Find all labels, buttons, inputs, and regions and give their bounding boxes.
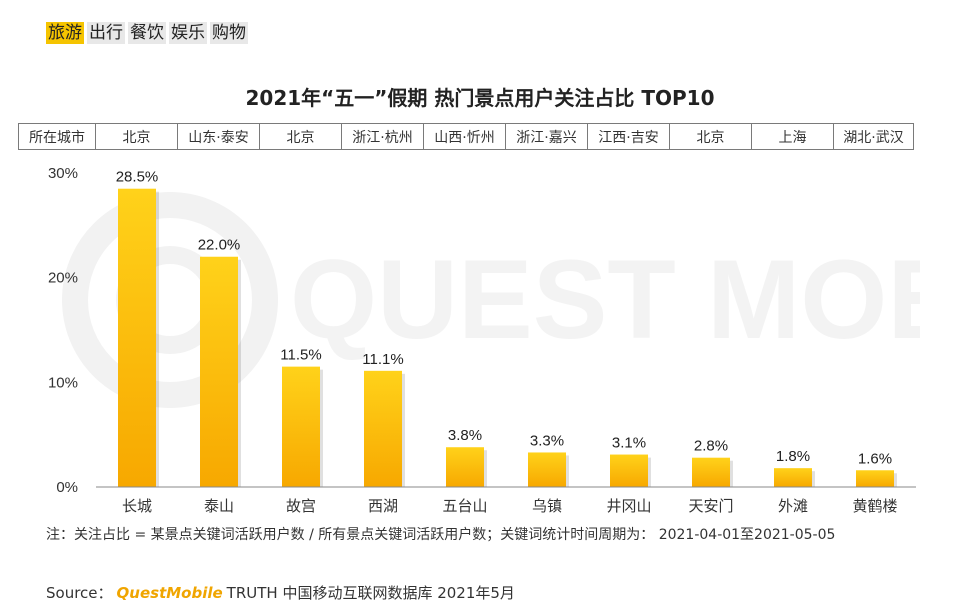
source-prefix: Source： — [46, 584, 113, 602]
city-cell-8: 北京 — [669, 124, 751, 149]
data-label: 1.6% — [858, 450, 892, 467]
footnote: 注：关注占比 = 某景点关键词活跃用户数 / 所有景点关键词活跃用户数；关键词统… — [46, 527, 836, 543]
x-axis: 长城 泰山 故宫 西湖 五台山 乌镇 井冈山 天安门 外滩 黄鹤楼 — [96, 486, 916, 515]
data-label: 3.3% — [530, 432, 564, 449]
x-tick-label: 长城 — [122, 497, 152, 515]
data-label: 11.1% — [362, 351, 403, 368]
city-cell-6: 浙江·嘉兴 — [505, 124, 587, 149]
x-tick-label: 天安门 — [688, 497, 733, 515]
data-label: 3.1% — [612, 435, 646, 452]
bar — [610, 454, 648, 487]
bar — [364, 370, 402, 487]
tab-dining[interactable]: 餐饮 — [128, 22, 166, 44]
source-line: Source： QuestMobile TRUTH 中国移动互联网数据库 202… — [46, 582, 515, 603]
x-tick-label: 井冈山 — [606, 497, 651, 515]
tab-transport[interactable]: 出行 — [87, 22, 125, 44]
city-table: 所在城市 北京 山东·泰安 北京 浙江·杭州 山西·忻州 浙江·嘉兴 江西·吉安… — [18, 123, 914, 150]
bar — [200, 256, 238, 487]
city-cell-10: 湖北·武汉 — [833, 124, 913, 149]
tab-travel[interactable]: 旅游 — [46, 22, 84, 44]
city-cell-3: 北京 — [259, 124, 341, 149]
city-cell-4: 浙江·杭州 — [341, 124, 423, 149]
city-cell-5: 山西·忻州 — [423, 124, 505, 149]
tab-entertainment[interactable]: 娱乐 — [169, 22, 207, 44]
x-tick-label: 黄鹤楼 — [852, 497, 897, 515]
data-label: 28.5% — [116, 169, 159, 186]
chart-title: 2021年“五一”假期 热门景点用户关注占比 TOP10 — [245, 86, 715, 110]
bar — [446, 447, 484, 487]
bars: 28.5% 22.0% 11.5% 11.1% 3.8% 3.3% 3.1% 2.8% 1.8%… — [116, 169, 897, 487]
y-tick-label: 0% — [56, 479, 78, 496]
bar-chart: 0% 10% 20% 30% 28.5% 22.0% 11.5% 11.1% 3.8% 3.3%… — [48, 165, 916, 515]
bar — [856, 470, 894, 487]
watermark: QUEST MOBILE — [62, 192, 920, 408]
city-cell-2: 山东·泰安 — [177, 124, 259, 149]
x-tick-label: 外滩 — [778, 497, 808, 515]
x-tick-label: 乌镇 — [532, 497, 562, 515]
bar — [692, 457, 730, 487]
y-tick-label: 30% — [48, 165, 78, 182]
x-tick-label: 泰山 — [204, 497, 234, 515]
x-tick-label: 故宫 — [286, 497, 316, 515]
data-label: 2.8% — [694, 438, 728, 455]
tab-shopping[interactable]: 购物 — [210, 22, 248, 44]
category-tabs: 旅游 出行 餐饮 娱乐 购物 — [46, 22, 248, 44]
source-brand: QuestMobile — [116, 584, 223, 602]
y-tick-label: 10% — [48, 374, 78, 391]
data-label: 1.8% — [776, 448, 810, 465]
data-label: 11.5% — [280, 347, 321, 364]
source-rest: TRUTH 中国移动互联网数据库 2021年5月 — [226, 584, 515, 602]
y-tick-label: 20% — [48, 270, 78, 287]
data-label: 22.0% — [198, 237, 241, 254]
data-label: 3.8% — [448, 427, 482, 444]
city-cell-1: 北京 — [95, 124, 177, 149]
bar — [774, 468, 812, 487]
y-axis: 0% 10% 20% 30% — [48, 165, 78, 496]
watermark-text: QUEST MOBILE — [290, 237, 920, 362]
city-cell-9: 上海 — [751, 124, 833, 149]
bar — [118, 188, 156, 487]
city-header: 所在城市 — [29, 129, 85, 146]
x-tick-label: 五台山 — [442, 497, 487, 515]
bar — [528, 452, 566, 487]
city-cell-7: 江西·吉安 — [587, 124, 669, 149]
x-tick-label: 西湖 — [368, 497, 398, 515]
bar — [282, 366, 320, 487]
